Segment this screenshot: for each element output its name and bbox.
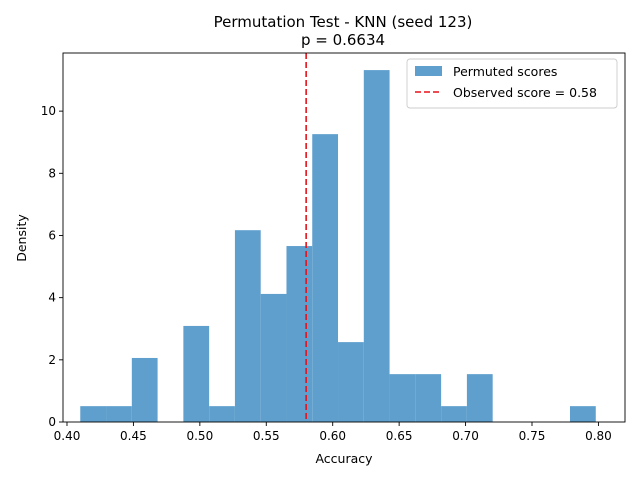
y-tick-label: 10 — [41, 104, 56, 118]
histogram-bar — [338, 342, 364, 422]
y-tick-label: 0 — [48, 415, 56, 429]
histogram-bar — [106, 406, 132, 422]
chart-subtitle: p = 0.6634 — [301, 31, 385, 49]
x-tick-label: 0.45 — [120, 429, 147, 443]
legend: Permuted scores Observed score = 0.58 — [406, 58, 618, 109]
x-tick-label: 0.60 — [319, 429, 346, 443]
histogram-bar — [234, 230, 261, 422]
plot-frame — [62, 52, 626, 423]
x-tick-label: 0.50 — [186, 429, 213, 443]
y-axis-label: Density — [14, 214, 29, 262]
y-axis-ticks: 0 2 4 6 8 10 — [41, 104, 63, 429]
histogram-bar — [570, 406, 596, 422]
histogram-bar — [415, 374, 442, 422]
histogram-bar — [183, 325, 210, 422]
histogram-bar — [80, 406, 107, 422]
legend-label-permuted: Permuted scores — [453, 64, 557, 79]
legend-swatch-permuted — [415, 66, 442, 76]
histogram-bar — [441, 406, 467, 422]
x-tick-label: 0.70 — [452, 429, 479, 443]
histogram-bar — [131, 357, 158, 422]
y-tick-label: 6 — [48, 228, 56, 242]
x-tick-label: 0.65 — [386, 429, 413, 443]
histogram-bar — [209, 406, 235, 422]
legend-label-observed: Observed score = 0.58 — [453, 85, 597, 100]
y-tick-label: 2 — [48, 353, 56, 367]
histogram-bar — [312, 134, 339, 422]
x-tick-label: 0.40 — [54, 429, 81, 443]
histogram-bar — [260, 293, 287, 422]
x-axis-ticks: 0.40 0.45 0.50 0.55 0.60 0.65 0.70 0.75 0.80 — [54, 422, 612, 443]
histogram-bar — [363, 70, 390, 422]
x-tick-label: 0.55 — [253, 429, 280, 443]
x-axis-label: Accuracy — [315, 451, 373, 466]
legend-frame — [406, 58, 618, 109]
histogram-bar — [466, 374, 493, 422]
histogram-bar — [389, 374, 416, 422]
chart-title: Permutation Test - KNN (seed 123) — [214, 13, 473, 31]
histogram-bar — [286, 246, 313, 422]
y-tick-label: 4 — [48, 291, 56, 305]
histogram-bars — [80, 70, 596, 422]
x-tick-label: 0.75 — [519, 429, 546, 443]
x-tick-label: 0.80 — [585, 429, 612, 443]
y-tick-label: 8 — [48, 166, 56, 180]
